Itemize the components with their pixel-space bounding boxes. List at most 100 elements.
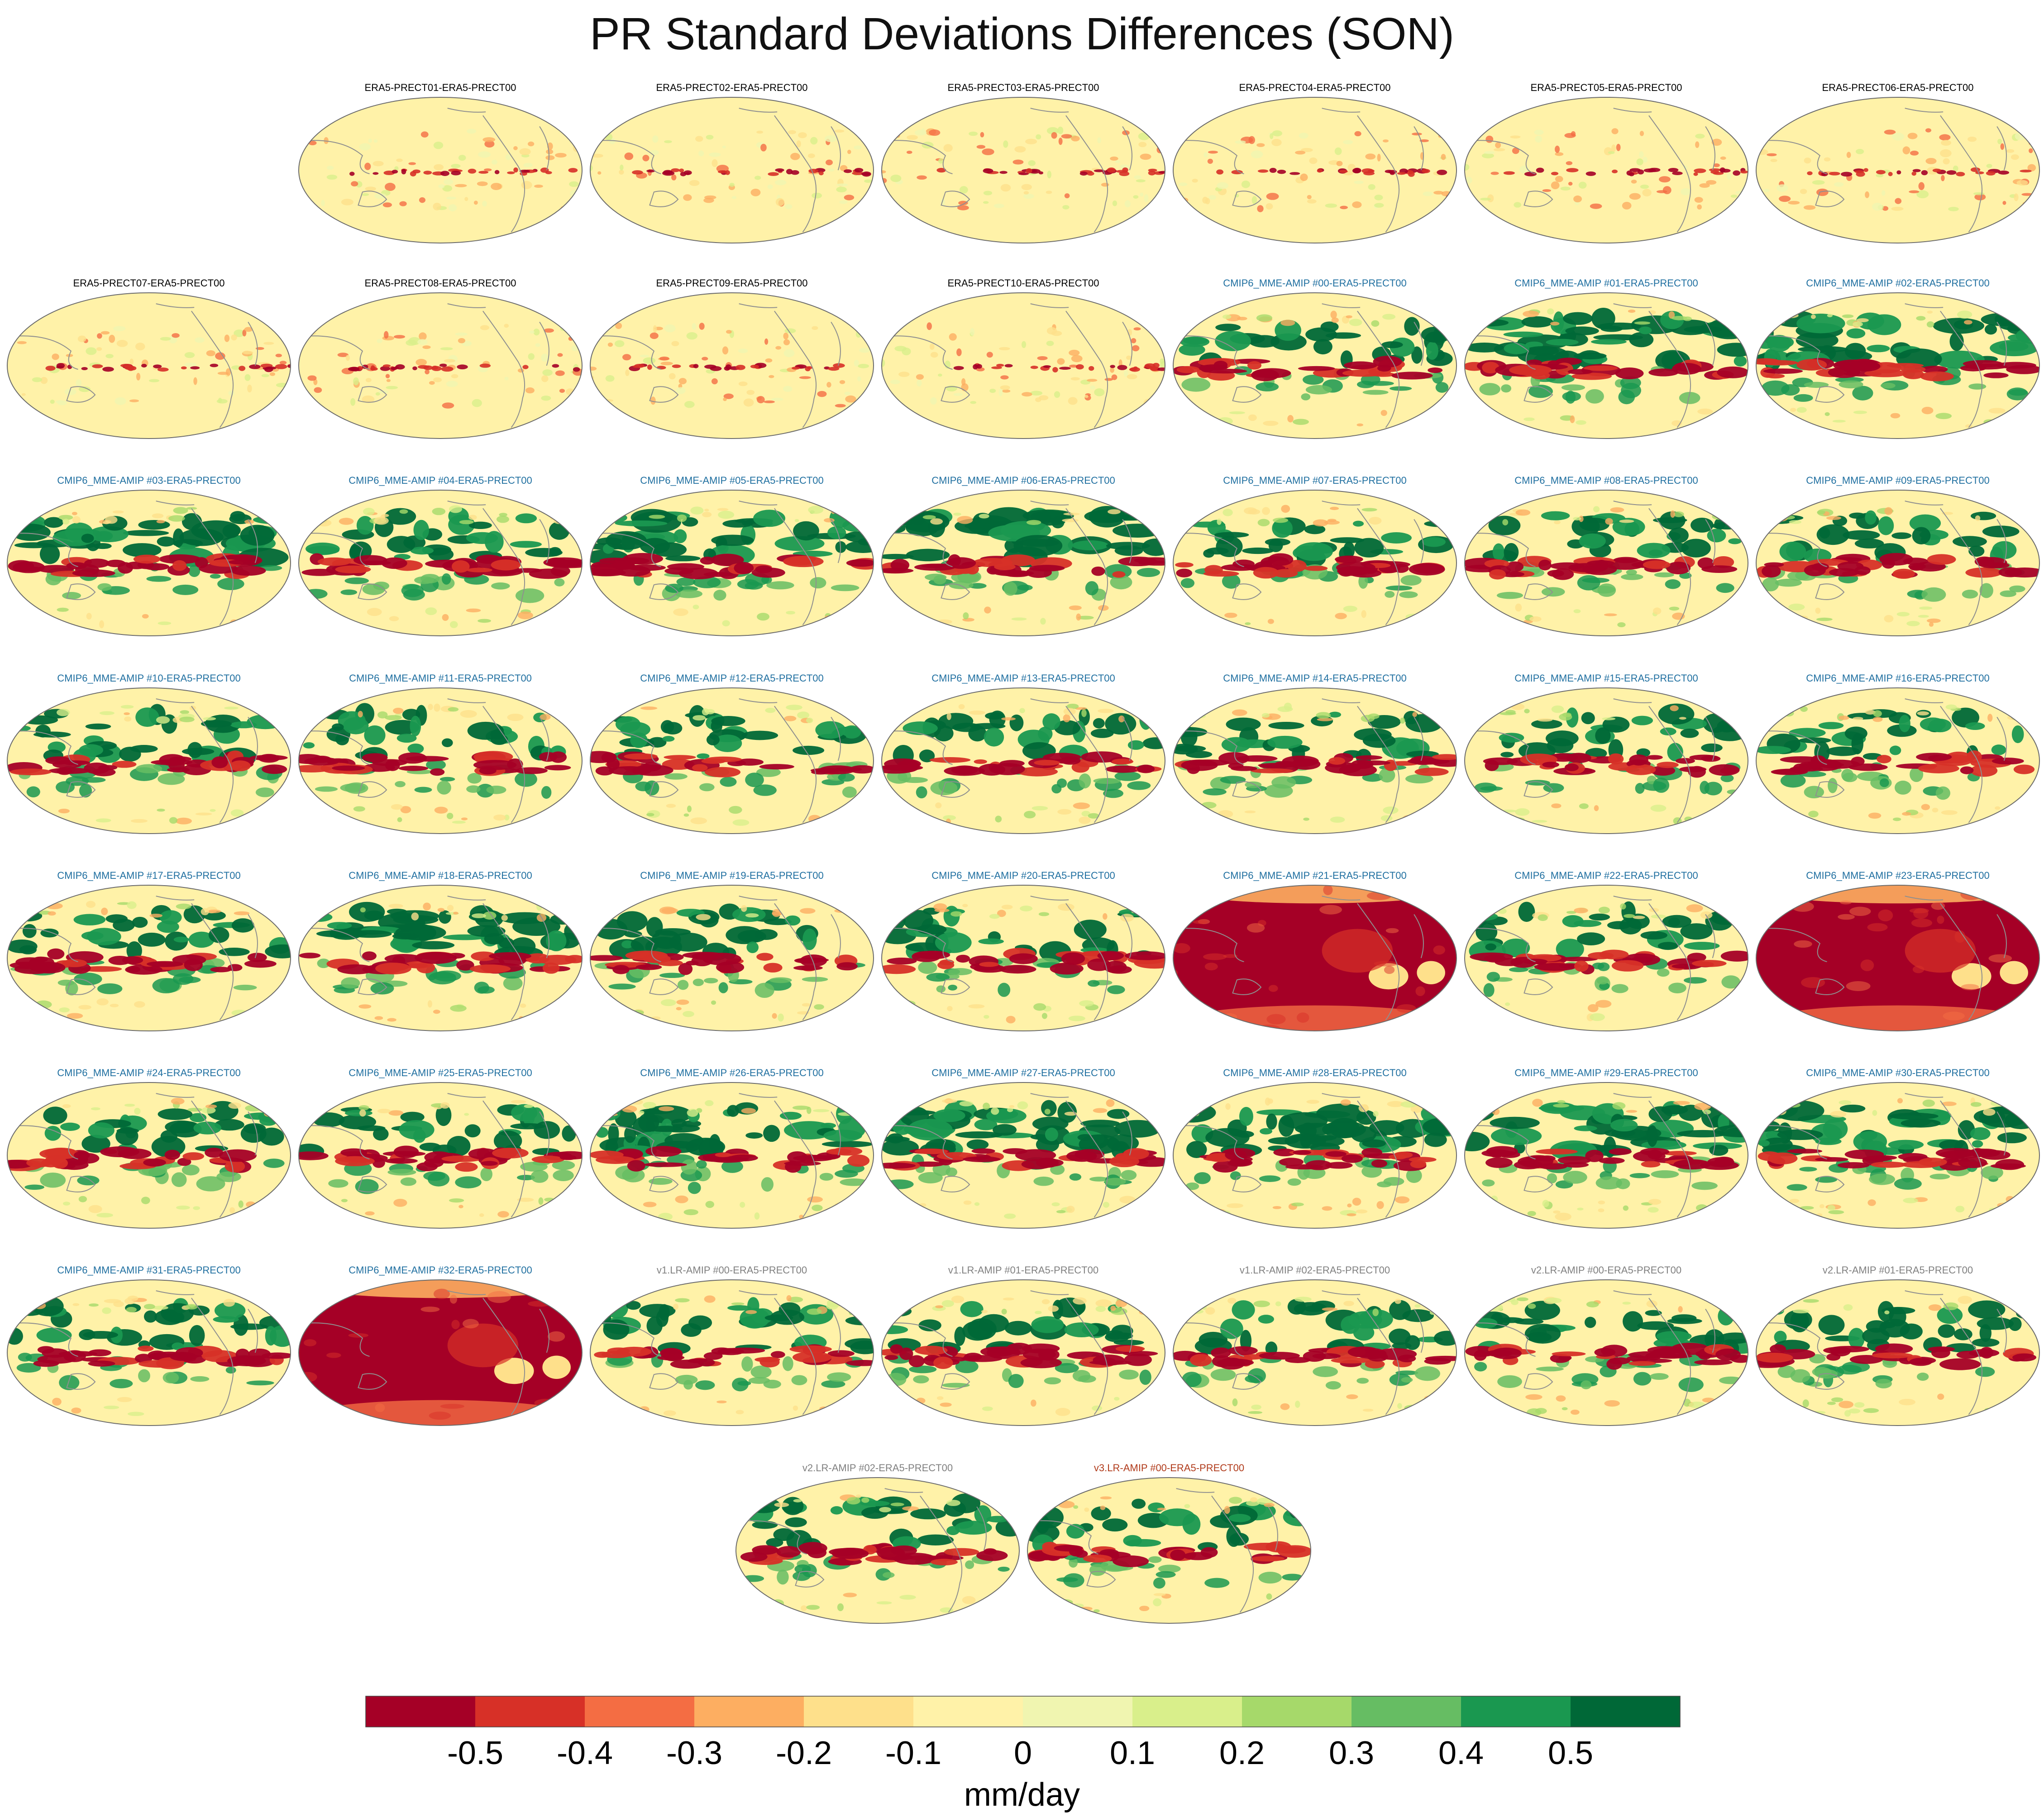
panel-title: ERA5-PRECT09-ERA5-PRECT00 [656, 277, 808, 289]
map-panel: CMIP6_MME-AMIP #05-ERA5-PRECT00 [590, 475, 874, 636]
map-field [882, 97, 1165, 243]
map-field [1756, 885, 2039, 1031]
map-field [1756, 688, 2039, 834]
map-field [736, 1478, 1019, 1623]
panel-title: CMIP6_MME-AMIP #31-ERA5-PRECT00 [57, 1264, 241, 1276]
panel-title: v1.LR-AMIP #02-ERA5-PRECT00 [1240, 1264, 1390, 1276]
map-panel: CMIP6_MME-AMIP #25-ERA5-PRECT00 [298, 1067, 583, 1229]
panel-title: CMIP6_MME-AMIP #02-ERA5-PRECT00 [1806, 277, 1990, 289]
panel-title: CMIP6_MME-AMIP #30-ERA5-PRECT00 [1806, 1067, 1990, 1078]
colorbar-ticks: -0.5 -0.4 -0.3 -0.2 -0.1 0 0.1 0.2 0.3 0.4 0.5 [447, 1735, 1593, 1771]
map-field [590, 885, 874, 1031]
panel-title: ERA5-PRECT01-ERA5-PRECT00 [365, 82, 516, 93]
map-field [590, 293, 874, 439]
map-field [1173, 490, 1457, 636]
panel-title: ERA5-PRECT02-ERA5-PRECT00 [656, 82, 808, 93]
colorbar-tick-label: 0.4 [1438, 1735, 1484, 1771]
map-field [1465, 490, 1748, 636]
panel-title: CMIP6_MME-AMIP #10-ERA5-PRECT00 [57, 672, 241, 684]
map-field [1465, 97, 1748, 243]
colorbar-swatch [475, 1696, 585, 1727]
colorbar-label: mm/day [964, 1777, 1080, 1813]
map-field [7, 490, 291, 636]
panel-title: ERA5-PRECT08-ERA5-PRECT00 [365, 277, 516, 289]
map-field [882, 1280, 1165, 1426]
panel-title: ERA5-PRECT03-ERA5-PRECT00 [948, 82, 1099, 93]
map-field [590, 1280, 874, 1426]
map-field [1173, 1280, 1457, 1426]
map-panel-grid: ERA5-PRECT01-ERA5-PRECT00 ERA5-PRECT02-ER… [7, 82, 2040, 1624]
map-panel: CMIP6_MME-AMIP #14-ERA5-PRECT00 [1173, 672, 1457, 834]
map-field [1756, 1083, 2039, 1228]
map-panel: CMIP6_MME-AMIP #07-ERA5-PRECT00 [1173, 475, 1457, 636]
map-field [7, 1083, 291, 1228]
map-field [1173, 885, 1457, 1031]
colorbar-tick-label: 0.1 [1110, 1735, 1155, 1771]
map-panel: CMIP6_MME-AMIP #24-ERA5-PRECT00 [7, 1067, 291, 1229]
panel-title: ERA5-PRECT06-ERA5-PRECT00 [1822, 82, 1974, 93]
panel-title: CMIP6_MME-AMIP #25-ERA5-PRECT00 [349, 1067, 532, 1078]
colorbar-swatch [913, 1696, 1023, 1727]
colorbar-swatch [585, 1696, 695, 1727]
map-field [299, 1083, 582, 1228]
map-panel: CMIP6_MME-AMIP #21-ERA5-PRECT00 [1173, 870, 1457, 1031]
map-panel: CMIP6_MME-AMIP #16-ERA5-PRECT00 [1756, 672, 2040, 834]
map-field [1756, 97, 2039, 243]
map-field [1173, 293, 1457, 439]
map-panel: v2.LR-AMIP #02-ERA5-PRECT00 [735, 1462, 1020, 1624]
map-panels: ERA5-PRECT01-ERA5-PRECT00 ERA5-PRECT02-ER… [7, 82, 2040, 1624]
colorbar-swatch [1461, 1696, 1571, 1727]
map-panel: v3.LR-AMIP #00-ERA5-PRECT00 [1027, 1462, 1311, 1624]
colorbar-tick-label: 0.2 [1219, 1735, 1265, 1771]
panel-title: CMIP6_MME-AMIP #00-ERA5-PRECT00 [1223, 277, 1407, 289]
map-field [882, 688, 1165, 834]
panel-title: CMIP6_MME-AMIP #09-ERA5-PRECT00 [1806, 475, 1990, 486]
colorbar-frame [365, 1696, 1681, 1727]
panel-title: CMIP6_MME-AMIP #03-ERA5-PRECT00 [57, 475, 241, 486]
panel-title: CMIP6_MME-AMIP #26-ERA5-PRECT00 [640, 1067, 824, 1078]
map-panel: ERA5-PRECT02-ERA5-PRECT00 [590, 82, 874, 243]
colorbar-swatch [1023, 1696, 1133, 1727]
panel-title: ERA5-PRECT10-ERA5-PRECT00 [948, 277, 1099, 289]
map-panel: CMIP6_MME-AMIP #00-ERA5-PRECT00 [1173, 277, 1457, 439]
map-field [299, 1280, 582, 1426]
colorbar-tick-label: -0.1 [885, 1735, 941, 1771]
panel-title: CMIP6_MME-AMIP #12-ERA5-PRECT00 [640, 672, 824, 684]
map-field [1173, 1083, 1457, 1228]
map-field [590, 490, 874, 636]
colorbar-tick-label: 0 [1014, 1735, 1032, 1771]
colorbar-swatch [1352, 1696, 1461, 1727]
map-panel: CMIP6_MME-AMIP #03-ERA5-PRECT00 [7, 475, 291, 636]
map-panel: CMIP6_MME-AMIP #26-ERA5-PRECT00 [590, 1067, 874, 1229]
map-field [590, 1083, 874, 1228]
colorbar-tick-label: -0.5 [447, 1735, 503, 1771]
map-panel: v1.LR-AMIP #01-ERA5-PRECT00 [881, 1264, 1165, 1426]
map-panel: CMIP6_MME-AMIP #31-ERA5-PRECT00 [7, 1264, 291, 1426]
panel-title: v2.LR-AMIP #00-ERA5-PRECT00 [1531, 1264, 1681, 1276]
map-panel: CMIP6_MME-AMIP #06-ERA5-PRECT00 [881, 475, 1165, 636]
panel-title: CMIP6_MME-AMIP #14-ERA5-PRECT00 [1223, 672, 1407, 684]
panel-title: CMIP6_MME-AMIP #28-ERA5-PRECT00 [1223, 1067, 1407, 1078]
colorbar-swatch [1132, 1696, 1242, 1727]
panel-title: CMIP6_MME-AMIP #21-ERA5-PRECT00 [1223, 870, 1407, 881]
panel-title: CMIP6_MME-AMIP #08-ERA5-PRECT00 [1514, 475, 1698, 486]
map-panel: ERA5-PRECT07-ERA5-PRECT00 [7, 277, 291, 439]
map-panel: v2.LR-AMIP #01-ERA5-PRECT00 [1756, 1264, 2040, 1426]
map-field [1465, 885, 1748, 1031]
map-panel: CMIP6_MME-AMIP #04-ERA5-PRECT00 [298, 475, 583, 636]
map-panel: CMIP6_MME-AMIP #17-ERA5-PRECT00 [7, 870, 291, 1031]
panel-title: v1.LR-AMIP #01-ERA5-PRECT00 [948, 1264, 1098, 1276]
map-panel: CMIP6_MME-AMIP #27-ERA5-PRECT00 [881, 1067, 1165, 1229]
colorbar-tick-label: 0.5 [1548, 1735, 1593, 1771]
map-field [299, 97, 582, 243]
map-field [7, 885, 291, 1031]
colorbar-tick-label: 0.3 [1329, 1735, 1374, 1771]
map-panel: CMIP6_MME-AMIP #10-ERA5-PRECT00 [7, 672, 291, 834]
map-panel: ERA5-PRECT04-ERA5-PRECT00 [1173, 82, 1457, 243]
map-field [1756, 293, 2039, 439]
map-panel: ERA5-PRECT06-ERA5-PRECT00 [1756, 82, 2040, 243]
panel-title: CMIP6_MME-AMIP #05-ERA5-PRECT00 [640, 475, 824, 486]
map-panel: CMIP6_MME-AMIP #01-ERA5-PRECT00 [1464, 277, 1748, 439]
map-field [299, 885, 582, 1031]
panel-title: CMIP6_MME-AMIP #19-ERA5-PRECT00 [640, 870, 824, 881]
